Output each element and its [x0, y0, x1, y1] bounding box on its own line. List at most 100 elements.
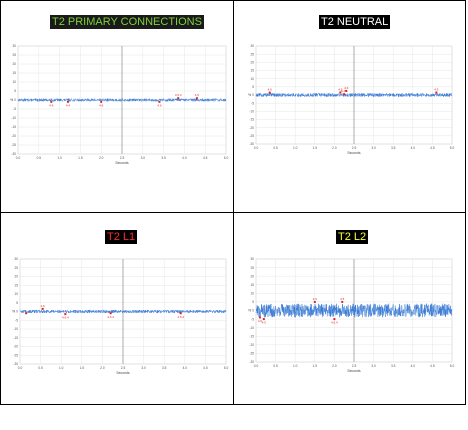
- y-tick-label: 10: [14, 292, 18, 296]
- event-marker-label: 4.6: [258, 319, 263, 323]
- x-tick-label: 2.5: [352, 146, 357, 150]
- y-tick-label: 0: [14, 98, 16, 102]
- x-tick-label: 4.5: [203, 366, 208, 370]
- x-tick-label: 5.0: [450, 146, 455, 150]
- y-tick-label: -20: [11, 134, 16, 138]
- event-marker-label: 4.6.4: [62, 316, 69, 320]
- y-tick-label: 20: [14, 275, 18, 279]
- event-marker-label: 4.4.4: [341, 89, 348, 93]
- event-marker: [333, 318, 336, 321]
- x-tick-label: 4.5: [430, 146, 435, 150]
- event-marker-label: 4.5: [340, 297, 345, 301]
- event-marker: [177, 97, 180, 100]
- y-tick-label: -15: [249, 334, 254, 338]
- x-tick-label: 2.0: [99, 156, 104, 160]
- x-tick-label: 4.0: [182, 156, 187, 160]
- event-marker-label: 4.5: [434, 88, 439, 92]
- y-tick-label: -30: [13, 362, 18, 366]
- y-tick-label: 0: [16, 310, 18, 314]
- y-tick-label: -25: [13, 353, 18, 357]
- x-tick-label: 0.5: [37, 156, 42, 160]
- x-tick-label: 2.5: [121, 366, 126, 370]
- event-marker-label: 4.6: [99, 103, 104, 107]
- event-marker: [343, 93, 346, 96]
- event-marker: [158, 100, 161, 103]
- event-marker-label: 4.6: [344, 86, 349, 90]
- x-tick-label: 1.0: [59, 366, 64, 370]
- event-marker: [258, 316, 261, 319]
- y-tick-label: 0: [252, 93, 254, 97]
- x-tick-label: 4.0: [411, 146, 416, 150]
- chart-neutral: 30 25 20 15 10 5 0 -5 -10 -15 -20 -25 -300.0 0.5 1.0 1.…: [248, 44, 455, 155]
- event-marker: [66, 100, 69, 103]
- y-tick-label: -30: [11, 152, 16, 156]
- event-marker-label: 4.5: [338, 88, 343, 92]
- y-tick-label: -5: [251, 317, 254, 321]
- event-marker: [50, 100, 53, 103]
- y-axis-label: %: [248, 309, 252, 313]
- y-tick-label: 5: [252, 85, 254, 89]
- y-tick-label: -5: [13, 107, 16, 111]
- y-tick-label: 15: [14, 283, 18, 287]
- event-marker-label: 4.5: [262, 321, 267, 325]
- x-tick-label: 3.5: [391, 364, 396, 368]
- waveform-series: [19, 308, 227, 315]
- x-tick-label: 5.0: [450, 364, 455, 368]
- y-tick-label: -15: [13, 336, 18, 340]
- event-marker-label: 4.6.4: [107, 315, 114, 319]
- x-axis-label: Seconds: [115, 161, 128, 165]
- y-tick-label: 25: [250, 52, 254, 56]
- x-tick-label: 0.5: [273, 146, 278, 150]
- y-tick-label: 15: [250, 283, 254, 287]
- y-tick-label: 10: [250, 77, 254, 81]
- y-tick-label: -15: [249, 118, 254, 122]
- y-tick-label: -25: [249, 134, 254, 138]
- y-tick-label: 5: [14, 89, 16, 93]
- x-tick-label: 4.0: [411, 364, 416, 368]
- x-tick-label: 5.0: [224, 366, 229, 370]
- y-tick-label: -20: [13, 345, 18, 349]
- event-marker: [345, 89, 348, 92]
- event-marker: [313, 300, 316, 303]
- event-marker-label: 4.6: [313, 297, 318, 301]
- y-tick-label: 25: [12, 53, 16, 57]
- y-tick-label: 10: [250, 292, 254, 296]
- y-tick-label: 5: [252, 300, 254, 304]
- x-tick-label: 3.0: [371, 364, 376, 368]
- event-marker: [179, 312, 182, 315]
- panel-divider-horizontal: [0, 212, 466, 213]
- x-tick-label: 3.5: [391, 146, 396, 150]
- event-marker-label: 4.6: [268, 88, 273, 92]
- x-tick-label: 2.5: [352, 364, 357, 368]
- panel-title-primary: T2 PRIMARY CONNECTIONS: [50, 15, 204, 29]
- y-tick-label: -25: [249, 352, 254, 356]
- y-tick-label: 30: [14, 257, 18, 261]
- x-tick-label: 5.0: [224, 156, 229, 160]
- x-tick-label: 4.5: [203, 156, 208, 160]
- x-tick-label: 0.5: [273, 364, 278, 368]
- event-marker: [435, 91, 438, 94]
- x-tick-label: 1.0: [57, 156, 62, 160]
- y-tick-label: -10: [13, 327, 18, 331]
- x-tick-label: 3.5: [161, 156, 166, 160]
- x-axis-label: Seconds: [347, 151, 360, 155]
- event-marker: [25, 312, 28, 315]
- x-tick-label: 0.5: [38, 366, 43, 370]
- chart-l2: 30 25 20 15 10 5 0 -5 -10 -15 -20 -25 -300.0 0.5 1.0 1.…: [248, 257, 455, 373]
- y-tick-label: 20: [12, 62, 16, 66]
- event-marker-label: 4.6: [157, 103, 162, 107]
- y-tick-label: 10: [12, 80, 16, 84]
- y-tick-label: 30: [250, 44, 254, 48]
- y-tick-label: -5: [251, 101, 254, 105]
- y-tick-label: 30: [12, 44, 16, 48]
- event-marker: [268, 91, 271, 94]
- panel-title-neutral: T2 NEUTRAL: [319, 15, 391, 29]
- x-tick-label: 3.5: [162, 366, 167, 370]
- y-tick-label: -30: [249, 360, 254, 364]
- y-axis-label: %: [248, 93, 252, 97]
- event-marker: [41, 307, 44, 310]
- y-tick-label: -20: [249, 126, 254, 130]
- y-tick-label: -25: [11, 143, 16, 147]
- chart-l1: 30 25 20 15 10 5 0 -5 -10 -15 -20 -25 -300.0 0.5 1.0 1.…: [12, 257, 229, 375]
- y-tick-label: 5: [16, 301, 18, 305]
